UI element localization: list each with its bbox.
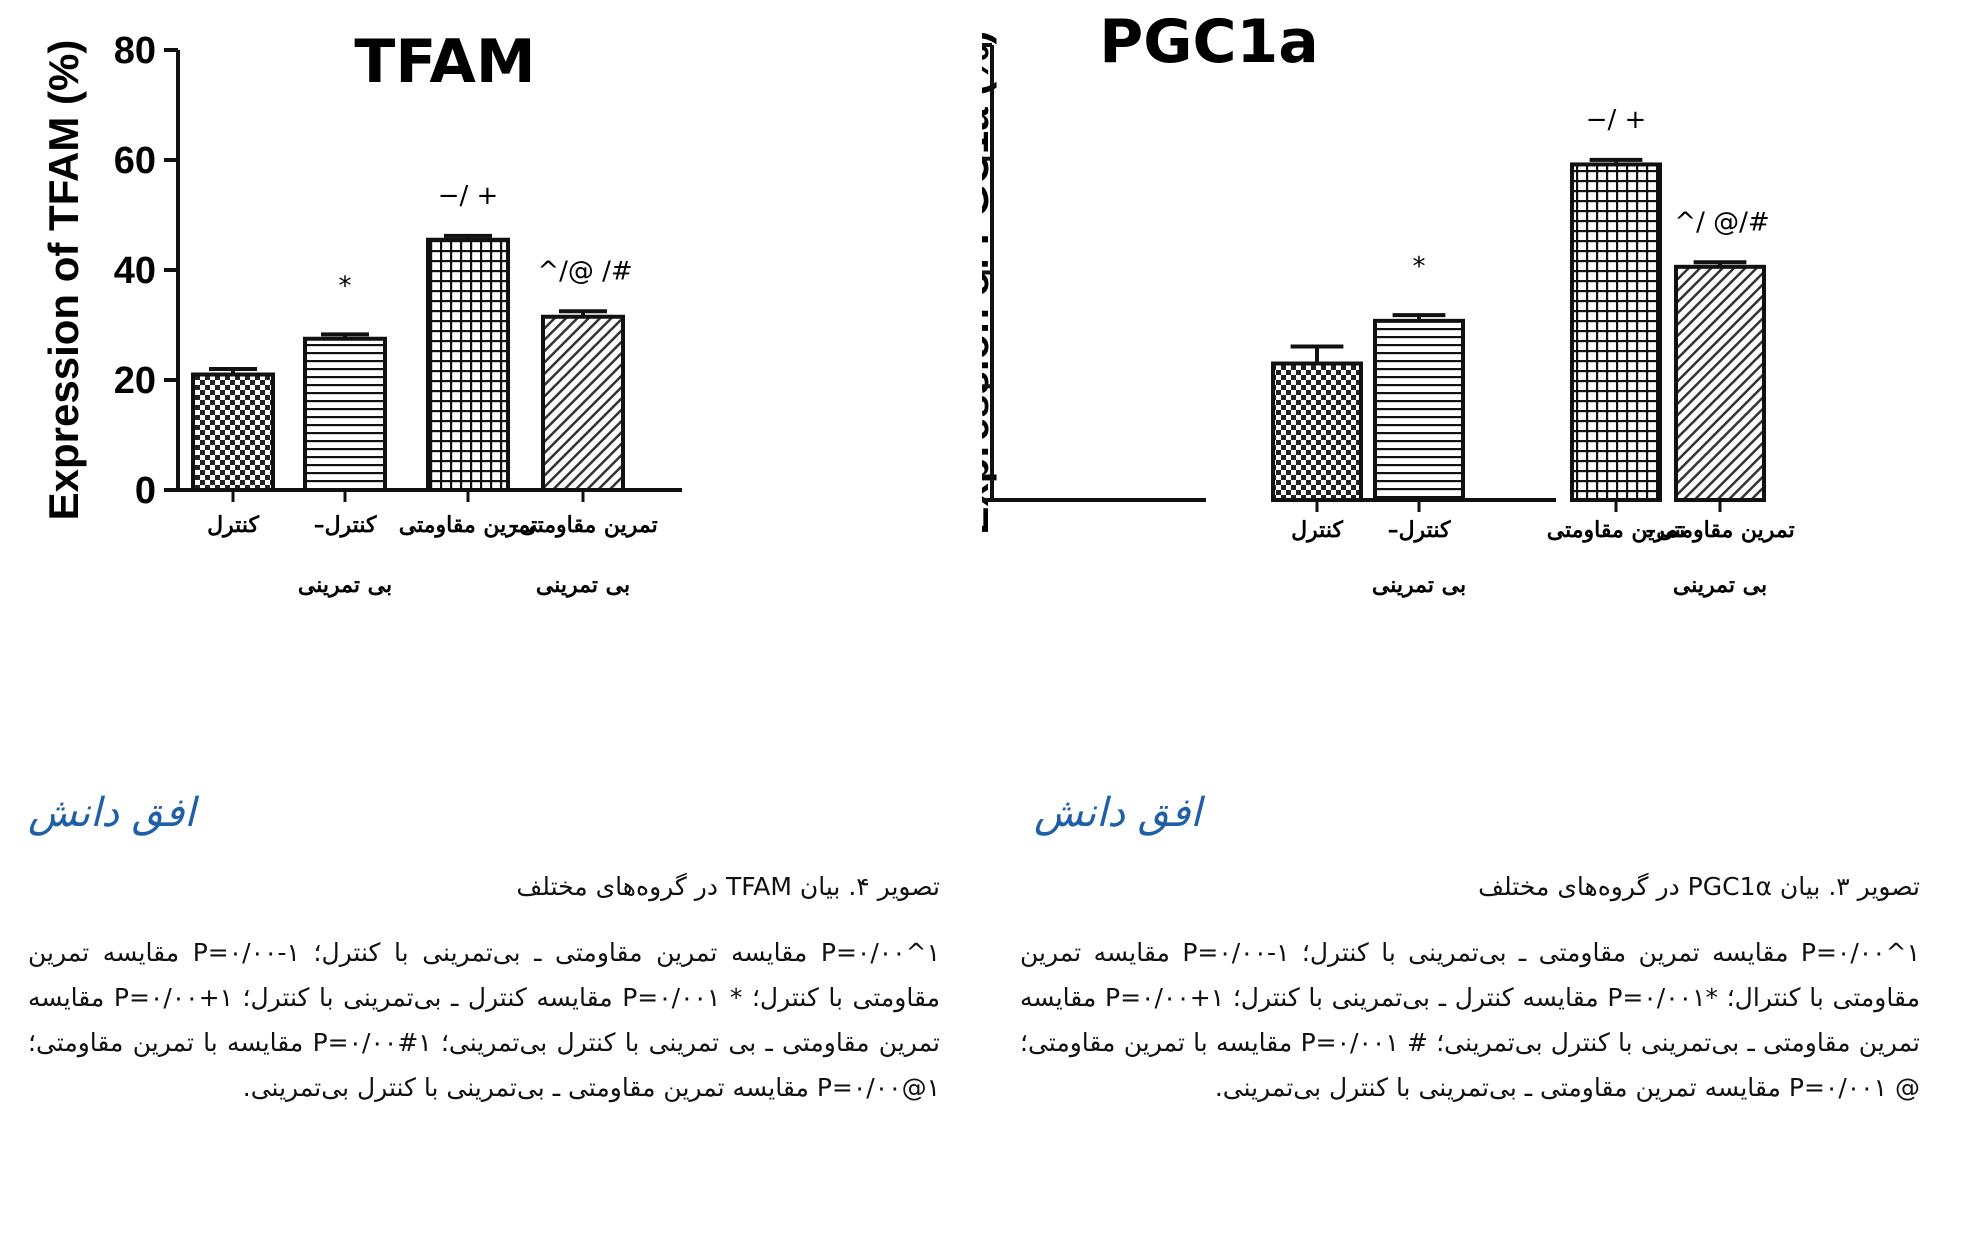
chart-title: PGC1a <box>1099 7 1319 77</box>
x-tick-label: بی تمرینی <box>536 572 630 598</box>
chart-title: TFAM <box>354 27 535 97</box>
x-tick-label: کنترل– <box>1388 517 1451 543</box>
x-tick-label: کنترل <box>207 512 259 538</box>
significance-label: ^/@ /# <box>537 256 632 286</box>
bar <box>1373 318 1465 502</box>
figure-legend: ۱^P=۰/۰۰ مقایسه تمرین مقاومتی ـ بی‌تمرین… <box>28 938 941 1102</box>
x-tick-label: تمرین مقاومتی <box>1547 517 1686 543</box>
x-tick-label: بی تمرینی <box>1673 572 1767 598</box>
x-tick-label: تمرین مقاومتی– <box>1645 517 1795 543</box>
x-tick-label: تمرین مقاومتی <box>399 512 538 538</box>
significance-label: * <box>1413 252 1426 282</box>
bar <box>1674 264 1766 502</box>
significance-label: * <box>339 271 352 301</box>
significance-label: −/ + <box>1586 105 1647 135</box>
x-tick-label: بی تمرینی <box>1372 572 1466 598</box>
y-tick-label: 60 <box>114 140 156 182</box>
journal-logo: افق دانش <box>1034 790 1202 836</box>
significance-label: −/ + <box>438 181 499 211</box>
bar <box>1271 361 1363 502</box>
y-axis-label: Expression of TFAM (%) <box>40 40 87 521</box>
bar <box>1570 162 1662 502</box>
tfam-panel: TFAM Expression of TFAM (%) 0 20 40 60 80 کنترل… <box>28 27 941 1102</box>
y-tick-label: 0 <box>135 470 156 512</box>
y-tick-label: 20 <box>114 360 156 402</box>
x-tick-label: بی تمرینی <box>298 572 392 598</box>
bar <box>191 372 275 492</box>
significance-label: ^/ @/# <box>1674 207 1769 237</box>
y-axis-label: Expression of PGC1a (%) <box>982 30 997 534</box>
x-tick-label: کنترل <box>1291 517 1343 543</box>
figure-caption: تصویر ۳. بیان PGC1α در گروه‌های مختلف <box>1478 872 1920 901</box>
figure-legend: ۱^P=۰/۰۰ مقایسه تمرین مقاومتی ـ بی‌تمرین… <box>1020 938 1921 1102</box>
bar <box>426 237 510 492</box>
bar <box>303 336 387 492</box>
y-tick-label: 40 <box>114 250 156 292</box>
tfam-chart: TFAM Expression of TFAM (%) 0 20 40 60 80 کنترل… <box>40 27 682 598</box>
figure-caption: تصویر ۴. بیان TFAM در گروه‌های مختلف <box>516 872 940 901</box>
x-tick-label: کنترل– <box>314 512 377 538</box>
x-tick-label: تمرین مقاومتی– <box>508 512 658 538</box>
journal-logo: افق دانش <box>28 790 196 836</box>
bar <box>541 314 625 492</box>
plot-area: TFAM Expression of TFAM (%) 0 20 40 60 80 کنترل… <box>40 27 682 598</box>
y-tick-label: 80 <box>114 30 156 72</box>
